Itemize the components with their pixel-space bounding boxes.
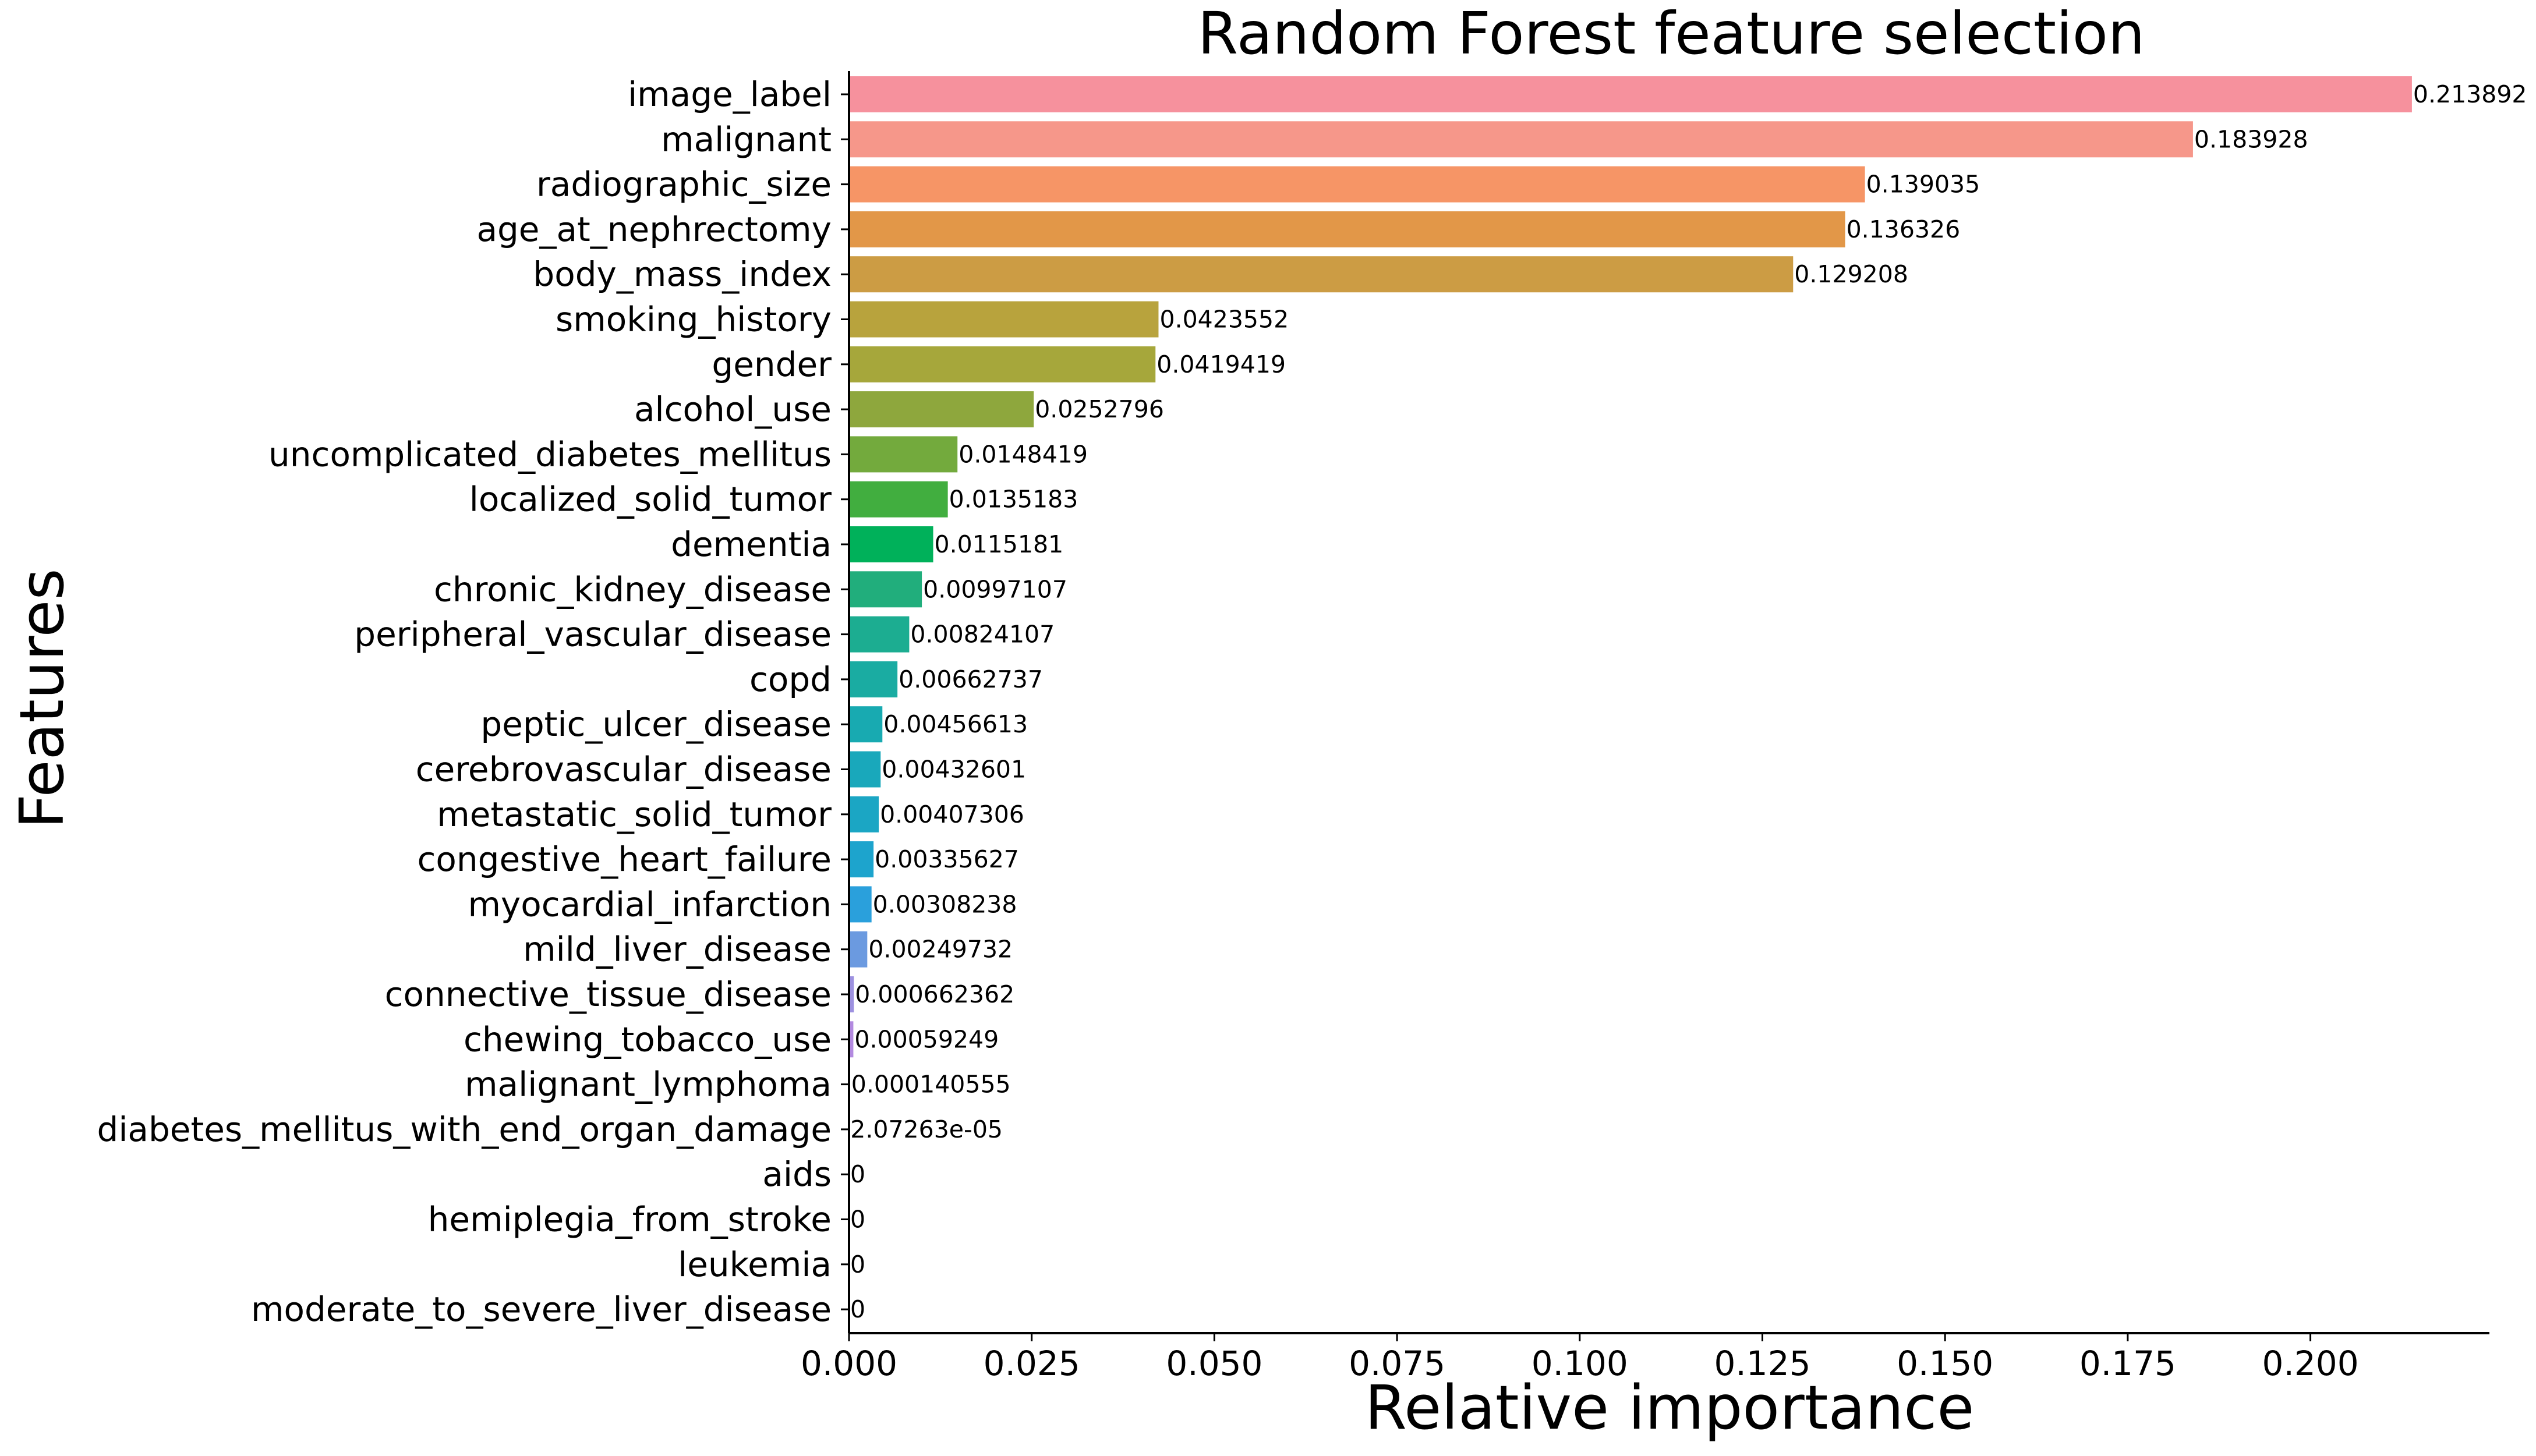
y-tick-label-aids: aids: [762, 1154, 832, 1194]
y-tick-label-peptic_ulcer_disease: peptic_ulcer_disease: [480, 704, 832, 744]
value-label-radiographic_size: 0.139035: [1866, 171, 1980, 199]
x-tick-label: 0.050: [1166, 1344, 1262, 1383]
chart-title: Random Forest feature selection: [1198, 0, 2145, 68]
x-tick-label: 0.075: [1349, 1344, 1445, 1383]
bar-chronic_kidney_disease: [849, 571, 922, 608]
x-tick-label: 0.025: [984, 1344, 1080, 1383]
value-labels-layer: 0.213892 0.183928 0.139035 0.136326 0.129208…: [850, 80, 2527, 1323]
bar-connective_tissue_disease: [849, 976, 854, 1012]
y-tick-label-cerebrovascular_disease: cerebrovascular_disease: [416, 750, 832, 789]
value-label-peripheral_vascular_disease: 0.00824107: [910, 621, 1055, 649]
x-tick-label: 0.000: [801, 1344, 897, 1383]
y-tick-label-copd: copd: [749, 660, 832, 699]
value-label-dementia: 0.0115181: [935, 530, 1064, 558]
y-tick-label-myocardial_infarction: myocardial_infarction: [468, 884, 832, 924]
x-tick-label: 0.200: [2262, 1344, 2359, 1383]
y-tick-label-congestive_heart_failure: congestive_heart_failure: [418, 839, 832, 879]
y-tick-label-image_label: image_label: [628, 75, 832, 114]
y-axis-ticks: image_label malignant radiographic_sizeage…: [97, 75, 849, 1329]
value-label-peptic_ulcer_disease: 0.00456613: [883, 710, 1028, 738]
value-label-aids: 0: [850, 1160, 865, 1188]
y-tick-label-malignant_lymphoma: malignant_lymphoma: [465, 1065, 832, 1104]
value-label-hemiplegia_from_stroke: 0: [850, 1206, 865, 1234]
bar-peripheral_vascular_disease: [849, 616, 910, 653]
y-tick-label-gender: gender: [712, 345, 832, 384]
bar-image_label: [849, 76, 2412, 112]
bar-mild_liver_disease: [849, 931, 868, 968]
value-label-malignant: 0.183928: [2194, 125, 2308, 153]
value-label-gender: 0.0419419: [1156, 350, 1286, 378]
value-label-age_at_nephrectomy: 0.136326: [1847, 215, 1961, 243]
value-label-myocardial_infarction: 0.00308238: [873, 890, 1017, 918]
y-tick-label-body_mass_index: body_mass_index: [533, 254, 832, 294]
x-tick-label: 0.100: [1531, 1344, 1628, 1383]
value-label-chewing_tobacco_use: 0.00059249: [854, 1025, 999, 1053]
bar-age_at_nephrectomy: [849, 211, 1845, 247]
bar-uncomplicated_diabetes_mellitus: [849, 436, 958, 473]
y-tick-label-mild_liver_disease: mild_liver_disease: [523, 930, 832, 969]
x-tick-label: 0.150: [1897, 1344, 1993, 1383]
x-axis-ticks: 0.000 0.025 0.050 0.075 0.100 0.125 0.150 0.175…: [801, 1333, 2359, 1383]
bar-copd: [849, 661, 898, 697]
bar-smoking_history: [849, 301, 1159, 338]
bar-myocardial_infarction: [849, 886, 872, 923]
value-label-localized_solid_tumor: 0.0135183: [949, 486, 1078, 513]
bars-layer: [849, 76, 2412, 1147]
x-tick-label: 0.175: [2079, 1344, 2176, 1383]
bar-congestive_heart_failure: [849, 841, 874, 878]
bar-peptic_ulcer_disease: [849, 706, 883, 743]
bar-metastatic_solid_tumor: [849, 796, 879, 832]
value-label-mild_liver_disease: 0.00249732: [868, 936, 1013, 963]
value-label-uncomplicated_diabetes_mellitus: 0.0148419: [958, 440, 1088, 468]
value-label-alcohol_use: 0.0252796: [1035, 395, 1164, 423]
value-label-image_label: 0.213892: [2413, 80, 2527, 108]
bar-cerebrovascular_disease: [849, 751, 881, 788]
y-tick-label-smoking_history: smoking_history: [556, 300, 832, 339]
y-tick-label-dementia: dementia: [671, 525, 832, 564]
value-label-smoking_history: 0.0423552: [1159, 306, 1289, 334]
y-tick-label-peripheral_vascular_disease: peripheral_vascular_disease: [354, 615, 832, 654]
bar-chewing_tobacco_use: [849, 1021, 854, 1058]
value-label-malignant_lymphoma: 0.000140555: [851, 1071, 1011, 1099]
y-tick-label-alcohol_use: alcohol_use: [634, 389, 832, 429]
value-label-moderate_to_severe_liver_disease: 0: [850, 1295, 865, 1323]
y-tick-label-age_at_nephrectomy: age_at_nephrectomy: [476, 210, 832, 249]
y-tick-label-moderate_to_severe_liver_disease: moderate_to_severe_liver_disease: [251, 1290, 832, 1329]
y-tick-label-malignant: malignant: [661, 119, 832, 159]
y-tick-label-chronic_kidney_disease: chronic_kidney_disease: [434, 569, 832, 609]
y-tick-label-metastatic_solid_tumor: metastatic_solid_tumor: [437, 795, 832, 834]
y-axis-title: Features: [6, 568, 77, 828]
value-label-leukemia: 0: [850, 1250, 865, 1278]
bar-radiographic_size: [849, 166, 1865, 203]
y-tick-label-hemiplegia_from_stroke: hemiplegia_from_stroke: [428, 1200, 832, 1239]
y-tick-label-chewing_tobacco_use: chewing_tobacco_use: [464, 1019, 832, 1059]
value-label-connective_tissue_disease: 0.000662362: [855, 980, 1014, 1008]
bar-body_mass_index: [849, 256, 1794, 293]
value-label-chronic_kidney_disease: 0.00997107: [923, 575, 1067, 603]
y-tick-label-radiographic_size: radiographic_size: [536, 165, 832, 204]
bar-malignant: [849, 121, 2193, 158]
y-tick-label-uncomplicated_diabetes_mellitus: uncomplicated_diabetes_mellitus: [268, 434, 832, 474]
y-tick-label-connective_tissue_disease: connective_tissue_disease: [385, 975, 832, 1014]
x-tick-label: 0.125: [1714, 1344, 1810, 1383]
bar-gender: [849, 346, 1156, 382]
bar-alcohol_use: [849, 391, 1034, 428]
value-label-diabetes_mellitus_with_end_organ_damage: 2.07263e-05: [850, 1115, 1003, 1143]
y-tick-label-localized_solid_tumor: localized_solid_tumor: [469, 480, 832, 519]
value-label-cerebrovascular_disease: 0.00432601: [882, 756, 1026, 784]
value-label-metastatic_solid_tumor: 0.00407306: [880, 800, 1024, 828]
y-tick-label-diabetes_mellitus_with_end_organ_damage: diabetes_mellitus_with_end_organ_damage: [97, 1110, 832, 1149]
value-label-copd: 0.00662737: [899, 665, 1043, 693]
bar-dementia: [849, 526, 933, 562]
y-tick-label-leukemia: leukemia: [678, 1245, 832, 1284]
bar-localized_solid_tumor: [849, 481, 948, 518]
value-label-congestive_heart_failure: 0.00335627: [875, 845, 1019, 873]
value-label-body_mass_index: 0.129208: [1794, 260, 1908, 288]
x-axis-title: Relative importance: [1365, 1372, 1975, 1443]
